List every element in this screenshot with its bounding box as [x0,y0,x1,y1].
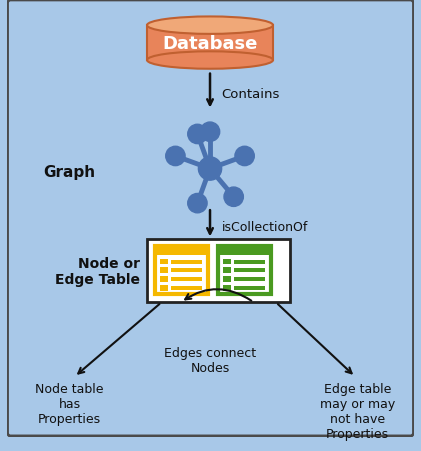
FancyBboxPatch shape [8,1,413,436]
FancyBboxPatch shape [234,286,265,290]
Circle shape [224,188,243,207]
Text: Contains: Contains [221,88,280,101]
FancyBboxPatch shape [223,259,231,265]
FancyBboxPatch shape [155,247,208,255]
Circle shape [235,147,254,166]
FancyBboxPatch shape [223,285,231,291]
Text: Edges connect
Nodes: Edges connect Nodes [164,346,256,374]
FancyBboxPatch shape [160,268,168,274]
Circle shape [198,157,221,181]
Text: Node table
has
Properties: Node table has Properties [35,382,104,425]
FancyBboxPatch shape [234,260,265,264]
FancyBboxPatch shape [223,276,231,282]
FancyBboxPatch shape [171,269,202,273]
FancyBboxPatch shape [171,277,202,281]
Ellipse shape [147,52,273,69]
Text: Node or
Edge Table: Node or Edge Table [55,256,140,286]
Text: Database: Database [163,35,258,52]
FancyBboxPatch shape [171,286,202,290]
Text: isCollectionOf: isCollectionOf [221,221,308,234]
Circle shape [166,147,185,166]
FancyBboxPatch shape [171,260,202,264]
FancyBboxPatch shape [147,240,290,303]
FancyBboxPatch shape [234,269,265,273]
Text: Graph: Graph [43,165,96,179]
FancyBboxPatch shape [160,276,168,282]
FancyBboxPatch shape [160,285,168,291]
Polygon shape [147,26,273,61]
Circle shape [188,125,207,144]
Circle shape [188,194,207,213]
Text: Edge table
may or may
not have
Properties: Edge table may or may not have Propertie… [320,382,395,440]
Ellipse shape [147,18,273,35]
FancyBboxPatch shape [218,247,271,255]
FancyBboxPatch shape [218,247,271,295]
FancyBboxPatch shape [223,268,231,274]
FancyBboxPatch shape [234,277,265,281]
FancyBboxPatch shape [155,247,208,295]
Circle shape [200,123,220,142]
FancyBboxPatch shape [160,259,168,265]
